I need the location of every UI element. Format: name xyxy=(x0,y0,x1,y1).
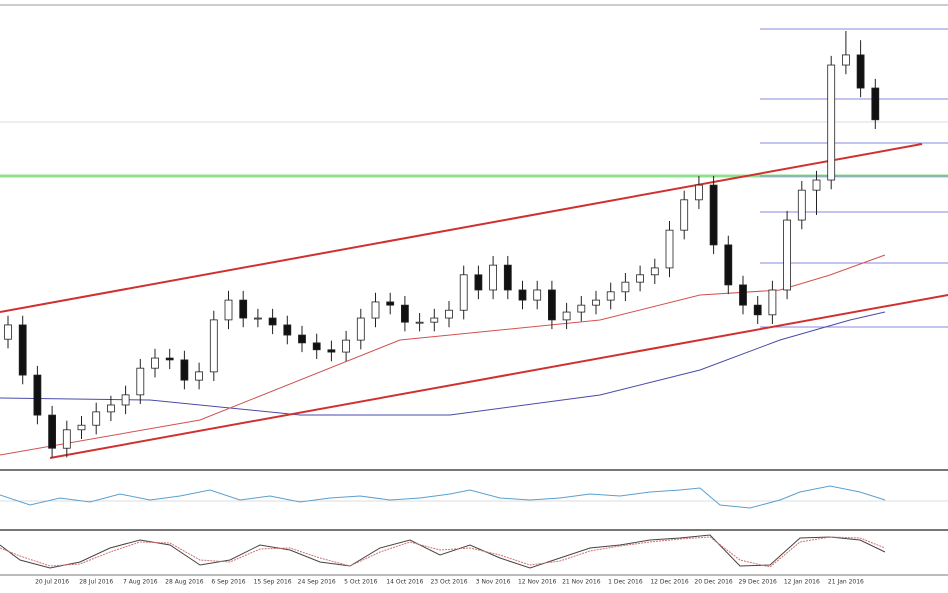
candle-body xyxy=(62,429,71,449)
candle-body xyxy=(518,289,527,301)
x-tick-label: 20 Jul 2016 xyxy=(35,579,69,586)
candle-body xyxy=(724,244,733,286)
x-tick-label: 29 Dec 2016 xyxy=(739,579,778,586)
candle-body xyxy=(356,317,365,341)
candle-body xyxy=(739,284,747,306)
candle-body xyxy=(92,411,101,426)
x-tick-label: 20 Dec 2016 xyxy=(694,579,733,586)
candle-body xyxy=(18,324,27,376)
x-tick-label: 12 Dec 2016 xyxy=(650,579,689,586)
candle-body xyxy=(268,317,277,326)
candle-body xyxy=(695,184,703,201)
candle-body xyxy=(680,199,689,231)
candle-body xyxy=(386,301,395,306)
candle-body xyxy=(592,299,600,306)
x-tick-label: 24 Sep 2016 xyxy=(298,579,336,586)
x-tick-label: 12 Nov 2016 xyxy=(518,579,557,586)
candle-body xyxy=(812,179,821,191)
candle-body xyxy=(533,289,542,301)
x-tick-label: 5 Oct 2016 xyxy=(344,579,377,586)
candle-body xyxy=(48,414,56,449)
candle-body xyxy=(548,289,556,321)
candle-body xyxy=(709,184,718,246)
candle-body xyxy=(753,304,762,316)
candle-body xyxy=(621,281,630,293)
candle-body xyxy=(224,299,233,321)
candle-body xyxy=(239,299,248,319)
channel-top xyxy=(0,143,923,313)
candle-body xyxy=(77,424,86,431)
candles xyxy=(4,31,880,458)
x-tick-label: 14 Oct 2016 xyxy=(386,579,423,586)
candle-body xyxy=(400,304,409,323)
x-tick-label: 21 Jan 2016 xyxy=(828,579,864,586)
candle-body xyxy=(371,301,380,319)
candle-body xyxy=(503,264,512,291)
candle-body xyxy=(195,371,204,381)
candle-body xyxy=(871,87,880,121)
candle-body xyxy=(489,264,498,291)
candle-body xyxy=(827,64,836,181)
candle-body xyxy=(842,54,850,66)
x-tick-label: 21 Nov 2016 xyxy=(562,579,601,586)
candle-body xyxy=(33,374,42,416)
candle-body xyxy=(4,324,12,340)
candle-body xyxy=(151,357,159,369)
rsi-line xyxy=(0,485,886,509)
candle-body xyxy=(562,311,571,321)
candle-body xyxy=(474,274,483,291)
moving-average-fast xyxy=(0,254,886,456)
candle-body xyxy=(665,229,674,269)
candle-body xyxy=(107,404,115,413)
fib-levels xyxy=(760,28,948,328)
candle-body xyxy=(459,274,468,311)
candle-body xyxy=(136,367,145,396)
candle-body xyxy=(797,189,806,221)
x-tick-label: 7 Aug 2016 xyxy=(123,579,158,586)
candle-body xyxy=(283,324,292,336)
candle-body xyxy=(298,334,306,344)
candle-body xyxy=(327,349,336,353)
candle-body xyxy=(783,219,791,291)
candle-body xyxy=(165,357,174,361)
x-tick-label: 3 Nov 2016 xyxy=(476,579,511,586)
candle-body xyxy=(430,317,439,323)
candle-body xyxy=(856,54,865,89)
candle-body xyxy=(253,317,262,320)
candle-body xyxy=(342,339,351,353)
candle-body xyxy=(606,291,615,301)
candle-body xyxy=(121,394,130,406)
candle-body xyxy=(180,359,189,381)
x-tick-label: 28 Jul 2016 xyxy=(79,579,113,586)
candle-body xyxy=(209,319,218,373)
candle-body xyxy=(415,321,424,324)
stochastic-main xyxy=(0,534,886,569)
candle-body xyxy=(650,267,659,276)
candle-body xyxy=(312,342,321,351)
x-tick-label: 28 Aug 2016 xyxy=(165,579,204,586)
channel-bottom xyxy=(49,294,948,459)
candle-body xyxy=(768,289,777,316)
x-tick-label: 1 Dec 2016 xyxy=(608,579,643,586)
candle-body xyxy=(577,304,586,313)
moving-average-slow xyxy=(0,311,886,416)
x-tick-label: 15 Sep 2016 xyxy=(254,579,292,586)
x-tick-label: 6 Sep 2016 xyxy=(211,579,245,586)
x-tick-label: 23 Oct 2016 xyxy=(430,579,467,586)
stochastic-signal xyxy=(0,536,886,568)
x-tick-label: 12 Jan 2016 xyxy=(784,579,820,586)
candle-body xyxy=(445,309,453,319)
candle-body xyxy=(636,274,644,283)
